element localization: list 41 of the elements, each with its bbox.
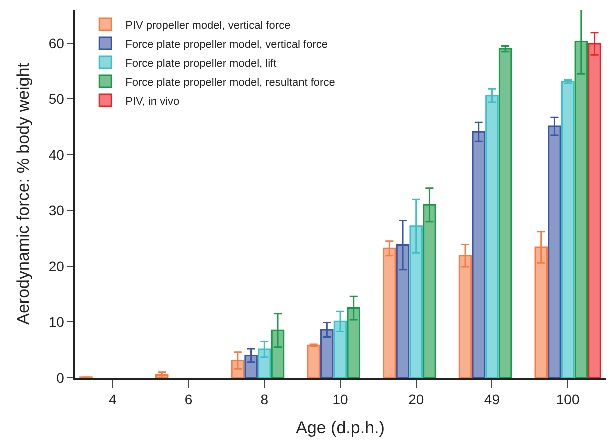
y-axis-title: Aerodynamic force: % body weight	[14, 62, 33, 325]
x-axis-title: Age (d.p.h.)	[296, 418, 385, 438]
bar	[383, 248, 396, 378]
bar	[574, 41, 588, 378]
bar	[548, 126, 562, 378]
bar	[588, 43, 602, 378]
bar	[271, 330, 285, 378]
bar	[320, 329, 334, 378]
bar	[334, 320, 348, 378]
y-tick-label: 60	[48, 35, 65, 52]
y-tick-label: 50	[48, 91, 65, 108]
bar	[410, 226, 423, 378]
y-tick-label: 40	[48, 146, 65, 163]
legend-label: Force plate propeller model, vertical force	[126, 38, 328, 51]
x-tick-label: 4	[109, 392, 118, 408]
x-tick-label: 20	[408, 392, 424, 408]
bar	[307, 344, 320, 378]
bar	[486, 95, 499, 378]
x-tick-label: 8	[260, 392, 269, 408]
bar	[347, 308, 360, 378]
bar	[396, 244, 410, 378]
y-tick-label: 20	[48, 258, 65, 274]
x-tick-label: 6	[184, 392, 193, 408]
x-tick-label: 10	[332, 392, 348, 408]
x-tick-label: 49	[484, 392, 500, 408]
bar	[472, 131, 486, 378]
legend-label: PIV propeller model, vertical force	[126, 20, 291, 32]
bar	[534, 246, 548, 378]
y-tick-label: 10	[48, 314, 65, 330]
legend-label: PIV, in vivo	[126, 96, 180, 108]
bar	[498, 48, 512, 378]
y-tick-label: 30	[48, 202, 65, 219]
bar	[258, 348, 272, 378]
x-tick-label: 100	[556, 392, 580, 408]
bar	[423, 204, 436, 378]
bar	[561, 81, 575, 378]
y-tick-label: 0	[56, 370, 65, 386]
legend-label: Force plate propeller model, lift	[126, 58, 277, 70]
bar	[458, 255, 472, 378]
legend-label: Force plate propeller model, resultant force	[126, 76, 336, 89]
bar	[244, 354, 258, 378]
